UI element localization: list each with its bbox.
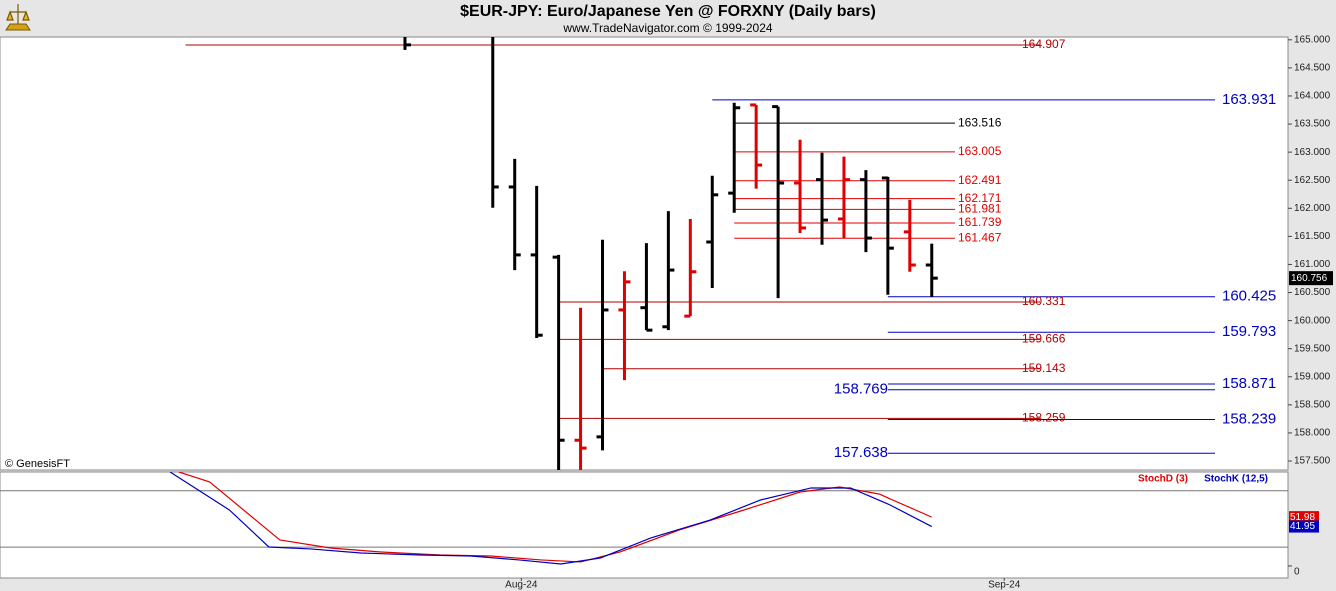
y-tick-label: 159.000 <box>1294 371 1331 382</box>
y-tick-label: 158.500 <box>1294 399 1331 410</box>
level-label: 158.769 <box>834 381 888 398</box>
logo <box>5 4 31 31</box>
y-tick-label: 161.500 <box>1294 231 1331 242</box>
y-tick-label: 0 <box>1294 567 1300 578</box>
y-tick-label: 163.000 <box>1294 147 1331 158</box>
x-tick-label: Aug-24 <box>505 580 538 591</box>
y-tick-label: 164.500 <box>1294 63 1331 74</box>
y-tick-label: 161.000 <box>1294 259 1331 270</box>
level-label: 161.467 <box>958 230 1002 244</box>
y-tick-label: 162.500 <box>1294 175 1331 186</box>
level-label: 159.143 <box>1022 361 1066 375</box>
level-label: 158.259 <box>1022 411 1066 425</box>
y-tick-label: 160.500 <box>1294 287 1331 298</box>
legend-entry: StochD (3) <box>1138 474 1188 485</box>
y-tick-label: 160.000 <box>1294 315 1331 326</box>
level-label: 162.171 <box>958 191 1002 205</box>
last-value-label: 41.95 <box>1290 521 1315 532</box>
last-value-label: 51.98 <box>1290 512 1315 523</box>
level-label: 157.638 <box>834 444 888 461</box>
y-tick-label: 164.000 <box>1294 91 1331 102</box>
y-tick-label: 165.000 <box>1294 34 1331 45</box>
price-layer <box>185 37 1215 470</box>
stoch-panel <box>0 471 1289 579</box>
level-label: 163.516 <box>958 115 1002 129</box>
price-panel <box>0 36 1289 471</box>
level-label: 163.931 <box>1222 91 1276 108</box>
level-label: 162.491 <box>958 173 1002 187</box>
level-label: 161.739 <box>958 215 1002 229</box>
chart-subtitle: www.TradeNavigator.com © 1999-2024 <box>562 21 772 35</box>
level-label: 159.666 <box>1022 332 1066 346</box>
y-tick-label: 157.500 <box>1294 456 1331 467</box>
chart-title: $EUR-JPY: Euro/Japanese Yen @ FORXNY (Da… <box>460 3 876 20</box>
level-label: 158.239 <box>1222 410 1276 427</box>
last-price-label: 160.756 <box>1291 273 1328 284</box>
y-tick-label: 159.500 <box>1294 343 1331 354</box>
watermark: © GenesisFT <box>5 458 70 470</box>
stoch-line <box>169 472 933 565</box>
y-tick-label: 162.000 <box>1294 203 1331 214</box>
level-label: 160.425 <box>1222 288 1276 305</box>
axis-layer: 157.500 158.000 158.500 159.000 159.500 160.0… <box>505 34 1333 591</box>
level-label: 160.331 <box>1022 294 1066 308</box>
y-tick-label: 163.500 <box>1294 119 1331 130</box>
level-label: 159.793 <box>1222 323 1276 340</box>
level-label: 158.871 <box>1222 375 1276 392</box>
y-tick-label: 158.000 <box>1294 428 1331 439</box>
last-price-box <box>1289 271 1333 286</box>
legend-entry: StochK (12,5) <box>1204 474 1268 485</box>
last-value-box <box>1289 520 1319 533</box>
stoch-layer <box>0 472 1288 565</box>
level-label: 163.005 <box>958 144 1002 158</box>
stoch-line <box>178 472 933 563</box>
last-value-box <box>1289 511 1319 524</box>
level-label: 164.907 <box>1022 37 1066 51</box>
x-tick-label: Sep-24 <box>988 580 1021 591</box>
level-label: 161.981 <box>958 202 1002 216</box>
